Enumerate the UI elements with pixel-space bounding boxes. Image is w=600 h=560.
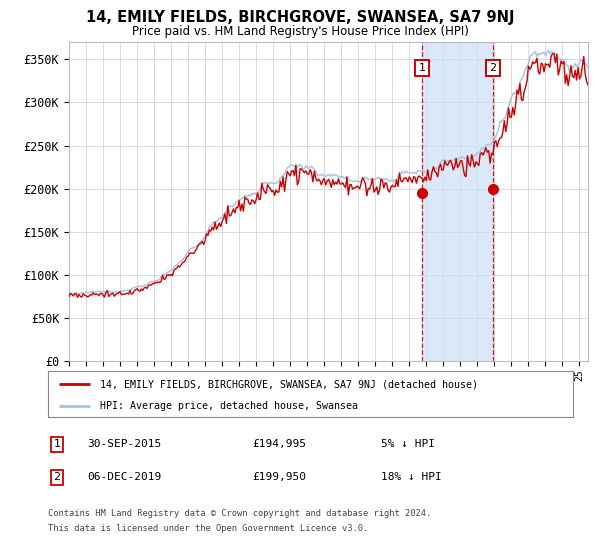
Text: 5% ↓ HPI: 5% ↓ HPI — [381, 439, 435, 449]
Text: This data is licensed under the Open Government Licence v3.0.: This data is licensed under the Open Gov… — [48, 524, 368, 533]
Text: 2: 2 — [53, 472, 61, 482]
Bar — [422, 42, 493, 361]
Text: Contains HM Land Registry data © Crown copyright and database right 2024.: Contains HM Land Registry data © Crown c… — [48, 509, 431, 518]
Text: 06-DEC-2019: 06-DEC-2019 — [87, 472, 161, 482]
Text: HPI: Average price, detached house, Swansea: HPI: Average price, detached house, Swan… — [101, 401, 359, 410]
Text: 1: 1 — [419, 63, 425, 73]
Text: 1: 1 — [53, 439, 61, 449]
Text: £199,950: £199,950 — [252, 472, 306, 482]
Text: 2: 2 — [490, 63, 497, 73]
Text: 18% ↓ HPI: 18% ↓ HPI — [381, 472, 442, 482]
Text: Price paid vs. HM Land Registry's House Price Index (HPI): Price paid vs. HM Land Registry's House … — [131, 25, 469, 38]
Text: 14, EMILY FIELDS, BIRCHGROVE, SWANSEA, SA7 9NJ (detached house): 14, EMILY FIELDS, BIRCHGROVE, SWANSEA, S… — [101, 379, 479, 389]
Text: 30-SEP-2015: 30-SEP-2015 — [87, 439, 161, 449]
Text: 14, EMILY FIELDS, BIRCHGROVE, SWANSEA, SA7 9NJ: 14, EMILY FIELDS, BIRCHGROVE, SWANSEA, S… — [86, 10, 514, 25]
Text: £194,995: £194,995 — [252, 439, 306, 449]
